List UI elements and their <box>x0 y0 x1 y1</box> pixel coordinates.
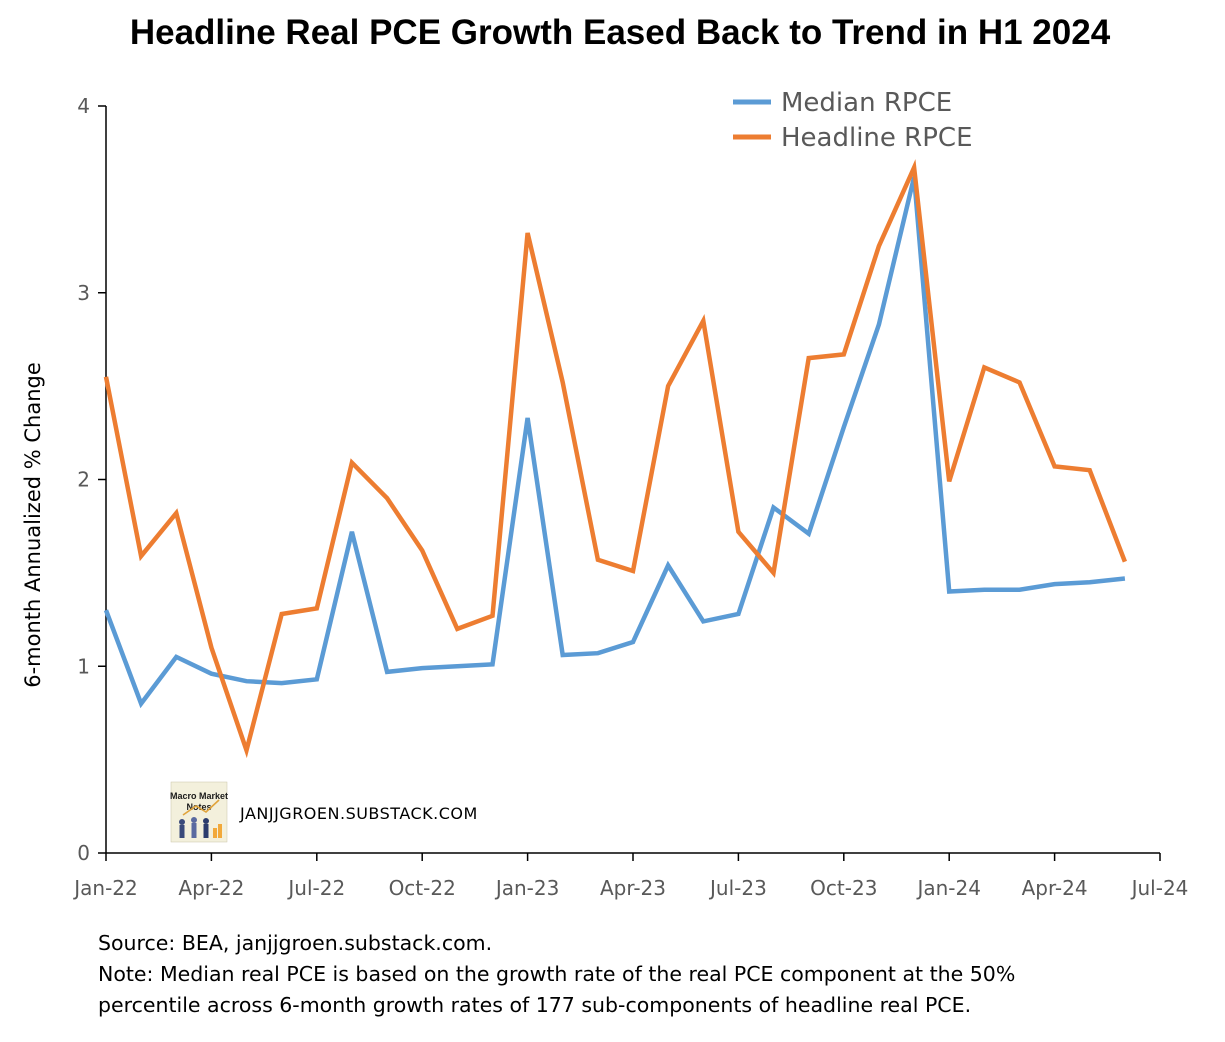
y-tick-label: 2 <box>77 468 90 492</box>
source-note: Source: BEA, janjjgroen.substack.com. <box>98 931 493 955</box>
x-tick-label: Jan-22 <box>72 876 138 900</box>
note-line-2: percentile across 6-month growth rates o… <box>98 993 972 1017</box>
x-tick-label: Jul-22 <box>286 876 345 900</box>
y-tick-label: 0 <box>77 841 90 865</box>
legend-label-median: Median RPCE <box>781 88 952 118</box>
chart-title: Headline Real PCE Growth Eased Back to T… <box>130 13 1111 52</box>
x-tick-label: Oct-23 <box>810 876 877 900</box>
x-tick-label: Oct-22 <box>389 876 456 900</box>
x-tick-label: Apr-23 <box>600 876 666 900</box>
axes: 0 1 2 3 4 Jan-22 Apr-22 Jul-22 Oct-22 Jan-23 Apr-2… <box>72 94 1188 900</box>
y-tick-label: 1 <box>77 654 90 678</box>
chart-notes: Source: BEA, janjjgroen.substack.com. No… <box>98 928 1208 1021</box>
watermark: Macro Market Notes JANJJGROEN.SUBSTACK.C… <box>170 781 478 843</box>
series-layer <box>103 159 1127 759</box>
median-rpce-line <box>103 176 1126 709</box>
x-tick-label: Apr-24 <box>1022 876 1088 900</box>
x-tick-label: Apr-22 <box>178 876 244 900</box>
x-tick-label: Jul-24 <box>1130 876 1189 900</box>
x-tick-label: Jan-24 <box>915 876 981 900</box>
watermark-logo: Macro Market Notes <box>170 781 228 843</box>
y-tick-label: 3 <box>77 281 90 305</box>
note-line-1: Note: Median real PCE is based on the gr… <box>98 962 1016 986</box>
watermark-text: JANJJGROEN.SUBSTACK.COM <box>239 804 478 823</box>
y-axis-label: 6-month Annualized % Change <box>21 362 45 688</box>
x-tick-label: Jul-23 <box>708 876 767 900</box>
watermark-logo-line1: Macro Market <box>170 791 228 801</box>
y-tick-label: 4 <box>77 94 90 118</box>
legend-label-headline: Headline RPCE <box>781 123 973 153</box>
legend: Median RPCE Headline RPCE <box>733 88 973 153</box>
headline-rpce-line <box>103 159 1127 759</box>
x-tick-label: Jan-23 <box>494 876 560 900</box>
